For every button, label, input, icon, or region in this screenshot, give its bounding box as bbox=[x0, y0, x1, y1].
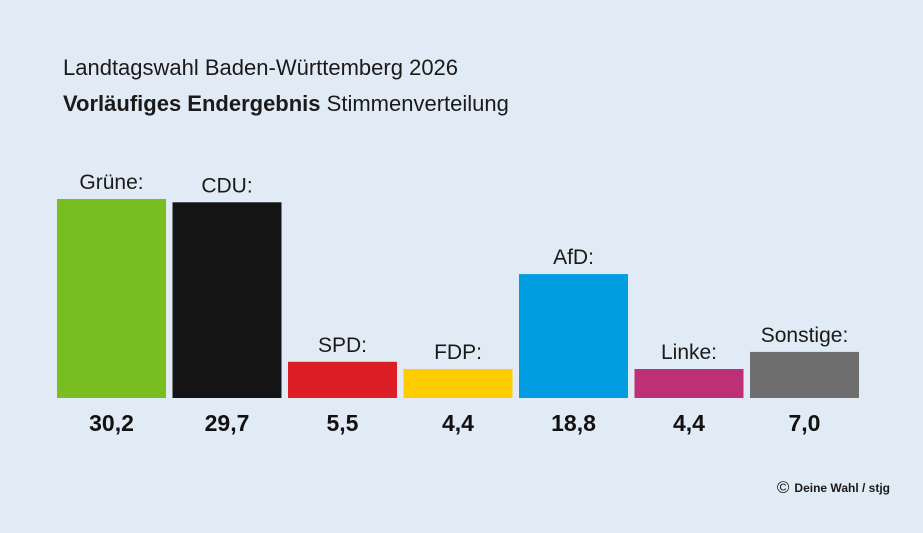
bar-cdu bbox=[172, 202, 282, 398]
value-label-fdp: 4,4 bbox=[442, 410, 474, 436]
value-label-linke: 4,4 bbox=[673, 410, 705, 436]
category-label-afd: AfD: bbox=[553, 246, 594, 269]
credit-text: Deine Wahl / stjg bbox=[794, 481, 890, 495]
category-label-spd: SPD: bbox=[318, 334, 367, 357]
bar-sonstige bbox=[750, 351, 859, 398]
bar-afd bbox=[519, 274, 628, 398]
value-label-sonstige: 7,0 bbox=[789, 410, 821, 436]
value-label-grüne: 30,2 bbox=[89, 410, 134, 436]
chart-subtitle: Vorläufiges Endergebnis Stimmenverteilun… bbox=[63, 90, 509, 118]
bar-fdp bbox=[403, 369, 513, 398]
category-label-fdp: FDP: bbox=[434, 341, 482, 364]
category-label-sonstige: Sonstige: bbox=[761, 324, 849, 347]
credit: © Deine Wahl / stjg bbox=[777, 479, 890, 497]
copyright-icon: © bbox=[776, 478, 790, 497]
category-label-grüne: Grüne: bbox=[79, 171, 143, 194]
chart-title: Landtagswahl Baden-Württemberg 2026 bbox=[63, 55, 459, 80]
value-label-cdu: 29,7 bbox=[205, 410, 250, 436]
category-label-cdu: CDU: bbox=[201, 174, 252, 197]
bar-spd bbox=[288, 361, 397, 398]
value-label-afd: 18,8 bbox=[551, 410, 596, 436]
value-label-spd: 5,5 bbox=[327, 410, 359, 436]
bar-grüne bbox=[57, 199, 166, 398]
subtitle-bold: Vorläufiges Endergebnis bbox=[63, 91, 321, 116]
bar-linke bbox=[634, 369, 744, 398]
category-label-linke: Linke: bbox=[661, 341, 717, 364]
subtitle-rest: Stimmenverteilung bbox=[326, 91, 509, 116]
